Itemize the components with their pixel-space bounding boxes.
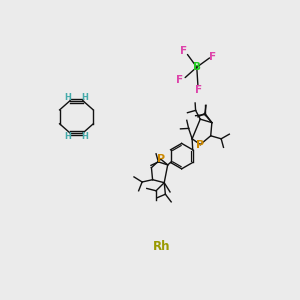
Text: F: F xyxy=(180,46,187,56)
Text: H: H xyxy=(82,93,88,102)
Text: P: P xyxy=(157,154,165,164)
Text: H: H xyxy=(64,93,71,102)
Text: F: F xyxy=(195,85,202,95)
Text: H: H xyxy=(64,132,71,141)
Text: F: F xyxy=(209,52,217,62)
Text: H: H xyxy=(82,132,88,141)
Text: Rh: Rh xyxy=(153,240,171,253)
Text: F: F xyxy=(176,75,183,85)
Text: P: P xyxy=(196,140,204,150)
Text: B: B xyxy=(193,62,201,72)
